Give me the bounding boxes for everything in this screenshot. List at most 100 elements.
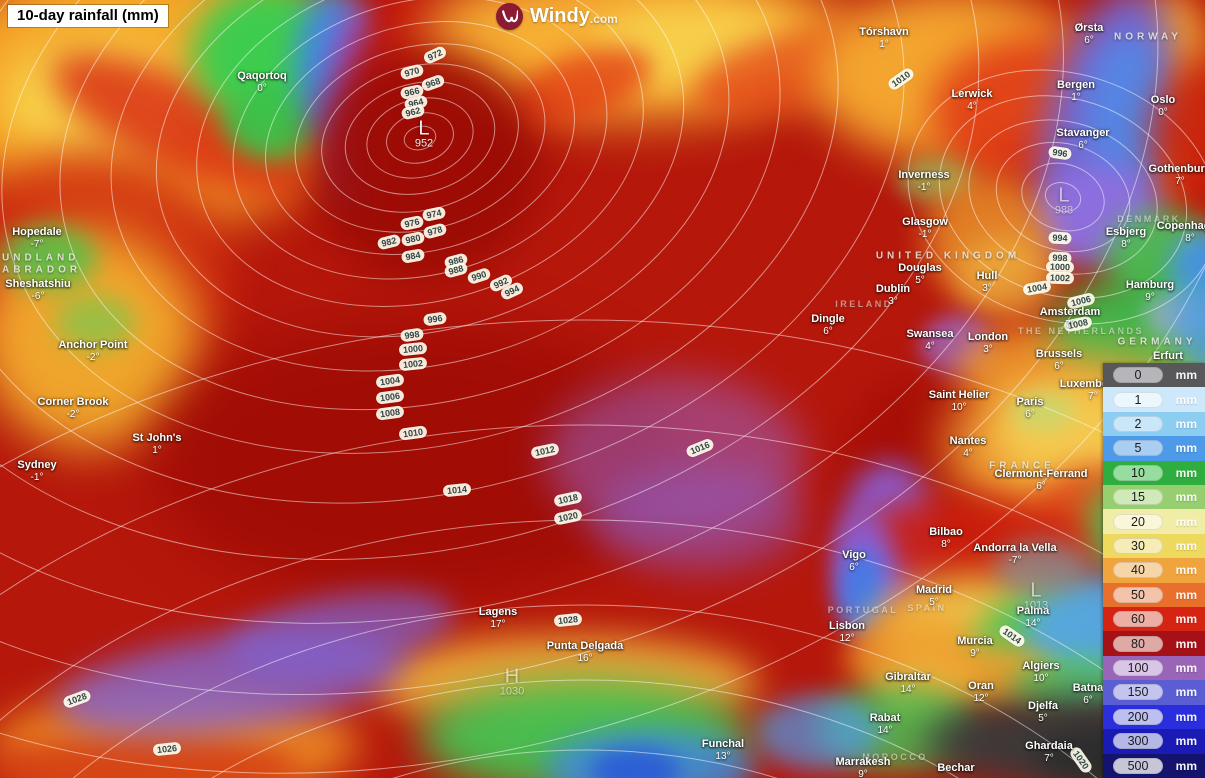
pressure-value: 988 [1054,204,1074,217]
city-hamburg[interactable]: Hamburg 9° [1126,279,1174,303]
legend-unit: mm [1175,392,1197,407]
city-temperature: 7° [1065,319,1075,330]
legend-row-0[interactable]: 0 mm [1103,363,1205,388]
rain-legend[interactable]: 0 mm 1 mm 2 mm 5 mm 10 mm 15 mm 20 mm 30 mm 40 mm 50 mm 60 mm… [1103,363,1205,778]
legend-unit: mm [1175,490,1197,505]
city-temperature: 8° [1121,239,1131,250]
legend-row-15[interactable]: 15 mm [1103,485,1205,510]
color-blob [595,465,805,575]
city-lerwick[interactable]: Lerwick 4° [952,88,993,112]
city-brussels[interactable]: Brussels 6° [1036,348,1082,372]
legend-row-40[interactable]: 40 mm [1103,558,1205,583]
city-name: Hopedale [12,226,62,238]
city-funchal[interactable]: Funchal 13° [702,738,744,762]
region-label-norway: NORWAY [1114,31,1182,43]
legend-row-500[interactable]: 500 mm [1103,753,1205,778]
city-st-john-s[interactable]: St John's 1° [132,432,181,456]
city-madrid[interactable]: Madrid 5° [916,584,952,608]
legend-row-150[interactable]: 150 mm [1103,680,1205,705]
city-andorra-la-vella[interactable]: Andorra la Vella -7° [973,542,1056,566]
legend-row-10[interactable]: 10 mm [1103,460,1205,486]
legend-row-80[interactable]: 80 mm [1103,631,1205,656]
city-hopedale[interactable]: Hopedale -7° [12,226,62,250]
city-douglas[interactable]: Douglas 5° [898,262,941,286]
city-clermont-ferrand[interactable]: Clermont-Ferrand 6° [995,468,1088,492]
legend-row-2[interactable]: 2 mm [1103,411,1205,437]
city-name: Lisbon [828,620,866,632]
legend-row-20[interactable]: 20 mm [1103,509,1205,534]
color-blob [545,375,805,540]
city-rabat[interactable]: Rabat 14° [870,712,901,736]
city-copenhagen[interactable]: Copenhagen8° [1157,220,1205,244]
legend-row-300[interactable]: 300 mm [1103,729,1205,754]
city-nantes[interactable]: Nantes 4° [950,435,987,459]
city-temperature: 3° [888,296,898,307]
isobar-label: 1002 [398,356,428,372]
city-esbjerg[interactable]: Esbjerg 8° [1106,226,1146,250]
legend-row-50[interactable]: 50 mm [1103,582,1205,608]
logo-brand-text: Windy [530,5,590,27]
city-gothenburg[interactable]: Gothenburg7° [1149,163,1205,187]
city-saint-helier[interactable]: Saint Helier 10° [929,389,990,413]
city-punta-delgada[interactable]: Punta Delgada 16° [547,640,623,664]
city-temperature: 5° [929,597,939,608]
city-erfurt[interactable]: Erfurt [1153,350,1183,362]
city-inverness[interactable]: Inverness -1° [898,169,949,193]
city-bilbao[interactable]: Bilbao 8° [929,526,963,550]
city-rsta[interactable]: Ørsta 6° [1075,22,1104,46]
city-vigo[interactable]: Vigo 6° [842,549,866,573]
city-temperature: 1° [1071,92,1081,103]
city-swansea[interactable]: Swansea 4° [906,328,953,352]
city-stavanger[interactable]: Stavanger 6° [1056,127,1109,151]
city-lagens[interactable]: Lagens 17° [479,606,518,630]
legend-value: 30 [1113,538,1163,555]
city-amsterdam[interactable]: Amsterdam 7° [1040,306,1101,330]
city-name: Hamburg [1125,279,1175,291]
city-algiers[interactable]: Algiers 10° [1022,660,1059,684]
city-batna[interactable]: Batna 6° [1073,682,1104,706]
city-dingle[interactable]: Dingle 6° [811,313,845,337]
pressure-letter: L [1058,184,1070,207]
city-bergen[interactable]: Bergen 1° [1057,79,1095,103]
city-marrakesh[interactable]: Marrakesh 9° [835,756,890,778]
city-hull[interactable]: Hull 3° [977,270,998,294]
city-corner-brook[interactable]: Corner Brook -2° [38,396,109,420]
city-oran[interactable]: Oran 12° [968,680,994,704]
city-sheshatshiu[interactable]: Sheshatshiu -6° [5,278,70,302]
legend-row-30[interactable]: 30 mm [1103,533,1205,559]
city-dublin[interactable]: Dublin 3° [876,283,910,307]
city-ghardaia[interactable]: Ghardaia 7° [1025,740,1073,764]
city-anchor-point[interactable]: Anchor Point -2° [58,339,127,363]
city-qaqortoq[interactable]: Qaqortoq 0° [237,70,287,94]
city-murcia[interactable]: Murcia 9° [957,635,992,659]
city-glasgow[interactable]: Glasgow -1° [902,216,948,240]
legend-unit: mm [1175,612,1197,627]
city-sydney[interactable]: Sydney -1° [17,459,56,483]
legend-row-1[interactable]: 1 mm [1103,387,1205,412]
city-oslo[interactable]: Oslo 0° [1151,94,1175,118]
city-temperature: 7° [1044,753,1054,764]
windy-logo[interactable]: Windy .com [496,3,618,30]
isobar-label: 1006 [375,389,405,405]
city-palma[interactable]: Palma 14° [1017,605,1049,629]
city-paris[interactable]: Paris 6° [1017,396,1044,420]
legend-value: 300 [1113,733,1163,750]
legend-row-200[interactable]: 200 mm [1103,704,1205,730]
city-bechar[interactable]: Bechar [937,762,974,774]
legend-row-60[interactable]: 60 mm [1103,607,1205,632]
city-temperature: 5° [915,275,925,286]
city-gibraltar[interactable]: Gibraltar 14° [885,671,931,695]
legend-row-5[interactable]: 5 mm [1103,436,1205,461]
isobar-label: 1010 [398,425,428,441]
legend-row-100[interactable]: 100 mm [1103,655,1205,681]
city-name: Dublin [875,283,911,295]
city-lisbon[interactable]: Lisbon 12° [829,620,865,644]
city-t-rshavn[interactable]: Tórshavn 1° [859,26,909,50]
city-name: Paris [1016,396,1044,408]
city-name: Bilbao [929,526,963,538]
isobar-label: 1010 [886,66,916,92]
legend-value: 1 [1113,391,1163,408]
city-london[interactable]: London 3° [968,331,1008,355]
city-djelfa[interactable]: Djelfa 5° [1028,700,1058,724]
